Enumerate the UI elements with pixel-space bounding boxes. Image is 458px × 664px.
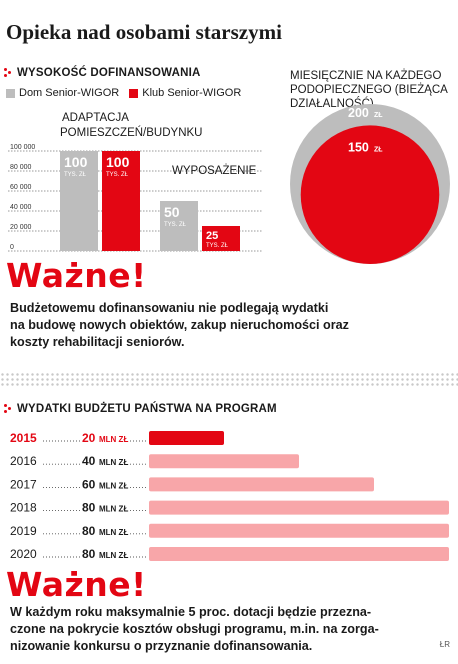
legend-label-dom: Dom Senior-WIGOR (19, 87, 120, 99)
category-label: WYPOSAŻENIE (172, 164, 257, 177)
value-unit-label: MLN ZŁ (99, 505, 128, 514)
circle-value-label: 200 (348, 106, 369, 120)
year-label: 2020 (10, 547, 37, 561)
funding-section-heading: Wysokość dofinansowania (4, 67, 201, 79)
bar (160, 201, 198, 251)
bar-unit-label: TYS. ZŁ (206, 243, 229, 249)
page-title: Opieka nad osobami starszymi (6, 20, 282, 44)
note-2-line-2: czone na pokrycie kosztów obsługi progra… (10, 622, 379, 636)
dots-bullet-icon (4, 68, 12, 78)
legend-swatch-red (129, 88, 139, 98)
value-unit-label: MLN ZŁ (99, 458, 128, 467)
circle-chart-title: MIESIĘCZNIE NA KAŻDEGO (290, 69, 441, 82)
author-credit: ŁR (439, 640, 450, 649)
y-tick-label: 100 000 (10, 144, 35, 151)
y-tick-label: 60 000 (10, 184, 32, 191)
budget-section-heading: Wydatki budżetu państwa na program (4, 403, 277, 415)
y-tick-label: 20 000 (10, 224, 32, 231)
legend-label-klub: Klub Senior-WIGOR (142, 87, 242, 99)
year-label: 2018 (10, 501, 37, 515)
note-1-line-3: koszty rehabilitacji seniorów. (10, 335, 185, 349)
legend-item-klub: Klub Senior-WIGOR (129, 87, 241, 99)
legend-swatch-gray (6, 88, 15, 98)
important-heading-2: Ważne! (6, 565, 147, 604)
important-note-1: Budżetowemu dofinansowaniu nie podlegają… (10, 300, 349, 351)
note-1-line-2: na budowę nowych obiektów, zakup nieruch… (10, 318, 349, 332)
hbar (149, 500, 449, 515)
circle-unit-label: ZŁ (374, 112, 383, 119)
legend-item-dom: Dom Senior-WIGOR (6, 87, 119, 99)
important-note-2: W każdym roku maksymalnie 5 proc. dotacj… (10, 604, 379, 655)
value-unit-label: MLN ZŁ (99, 528, 128, 537)
year-label: 2019 (10, 524, 37, 538)
value-unit-label: MLN ZŁ (99, 435, 128, 444)
value-label: 80 (82, 524, 96, 538)
category-label: POMIESZCZEŃ/BUDYNKU (60, 126, 203, 139)
funding-chart-title: Wysokość dofinansowania (17, 67, 201, 79)
bar-unit-label: TYS. ZŁ (106, 172, 129, 178)
value-unit-label: MLN ZŁ (99, 551, 128, 560)
value-label: 80 (82, 547, 96, 561)
hbar (149, 523, 449, 538)
dots-bullet-icon (4, 404, 12, 414)
important-heading-1: Ważne! (6, 256, 147, 295)
value-label: 60 (82, 477, 96, 491)
circle-unit-label: ZŁ (374, 146, 383, 153)
budget-chart-title: Wydatki budżetu państwa na program (17, 403, 277, 415)
value-label: 20 (82, 431, 96, 445)
year-label: 2016 (10, 454, 37, 468)
year-label: 2015 (10, 431, 37, 445)
category-label: ADAPTACJA (62, 112, 129, 124)
bar (202, 226, 240, 251)
bar-value-label: 25 (206, 230, 218, 242)
bar-value-label: 50 (164, 204, 180, 220)
value-unit-label: MLN ZŁ (99, 481, 128, 490)
y-tick-label: 40 000 (10, 204, 32, 211)
bar-value-label: 100 (106, 154, 130, 170)
y-tick-label: 0 (10, 244, 14, 251)
funding-legend: Dom Senior-WIGOR Klub Senior-WIGOR (6, 87, 241, 99)
y-tick-label: 80 000 (10, 164, 32, 171)
bar-value-label: 100 (64, 154, 88, 170)
bar-unit-label: TYS. ZŁ (164, 222, 187, 228)
circle-chart-title: PODOPIECZNEGO (BIEŻĄCA (290, 83, 448, 96)
value-circle (300, 125, 440, 264)
bar-unit-label: TYS. ZŁ (64, 172, 87, 178)
hbar (149, 477, 374, 492)
note-2-line-3: nizowanie konkursu o przyznanie dofinans… (10, 639, 313, 653)
circle-value-label: 150 (348, 140, 369, 154)
value-label: 40 (82, 454, 96, 468)
bar (60, 151, 98, 251)
year-label: 2017 (10, 477, 37, 491)
hbar (149, 431, 224, 445)
dotted-divider (0, 372, 458, 386)
note-1-line-1: Budżetowemu dofinansowaniu nie podlegają… (10, 301, 329, 315)
hbar (149, 547, 449, 561)
hbar (149, 454, 299, 469)
note-2-line-1: W każdym roku maksymalnie 5 proc. dotacj… (10, 605, 372, 619)
bar (102, 151, 140, 251)
value-label: 80 (82, 501, 96, 515)
